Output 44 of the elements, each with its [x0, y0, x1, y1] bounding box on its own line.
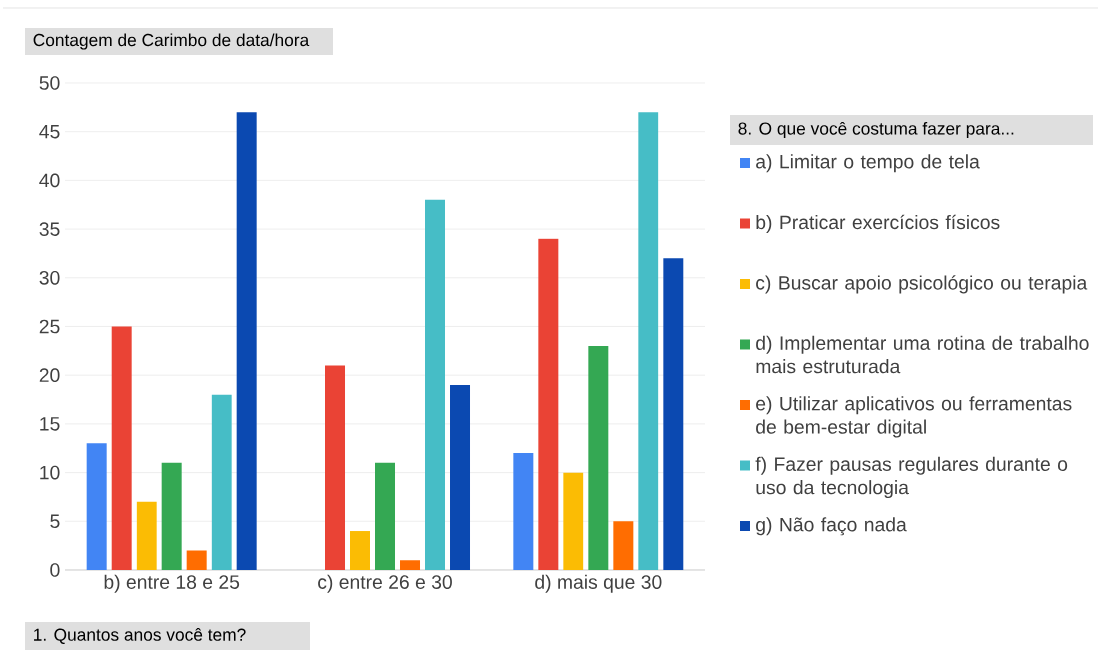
- bar: [425, 199, 446, 570]
- y-tick-label: 20: [39, 368, 60, 383]
- x-tick-label: d) mais que 30: [535, 574, 662, 593]
- y-tick-label: 30: [39, 270, 60, 285]
- bar: [638, 112, 659, 570]
- bar: [663, 258, 684, 570]
- y-tick-label: 25: [39, 319, 60, 334]
- bar: [211, 394, 232, 570]
- bar: [538, 238, 559, 570]
- y-tick-label: 10: [40, 465, 60, 480]
- legend-label: b) Praticar exercícios físicos: [756, 214, 1000, 234]
- y-tick-label: 5: [50, 514, 60, 529]
- legend-label: g) Não faço nada: [756, 517, 907, 536]
- y-tick-label: 0: [50, 563, 60, 577]
- legend-label: f) Fazer pausas regulares durante o uso da tecnologia: [755, 456, 1068, 499]
- legend-label: c) Buscar apoio psicológico ou terapia: [756, 275, 1088, 294]
- y-tick-label: 35: [39, 222, 60, 236]
- y-tick-label: 45: [39, 124, 60, 139]
- bar: [563, 472, 584, 570]
- bar: [236, 112, 257, 570]
- legend-label: d) Implementar uma rotina de trabalho mais estruturada: [756, 335, 1089, 374]
- bar: [613, 521, 634, 570]
- bar: [136, 501, 157, 570]
- legend-label: a) Limitar o tempo de tela: [756, 154, 980, 173]
- bar: [375, 462, 396, 570]
- x-axis-title: 1. Quantos anos você tem?: [34, 628, 246, 644]
- legend-label: e) Utilizar aplicativos ou ferramentas de bem-estar digital: [756, 396, 1072, 438]
- bar: [400, 560, 421, 570]
- bar: [588, 345, 609, 570]
- x-tick-label: b) entre 18 e 25: [104, 574, 240, 593]
- y-tick-label: 50: [39, 76, 60, 90]
- x-tick-label: c) entre 26 e 30: [318, 574, 452, 593]
- bar: [111, 326, 132, 570]
- bar: [325, 365, 346, 570]
- bar: [186, 550, 207, 570]
- bar: [161, 462, 182, 570]
- chart-title: Contagem de Carimbo de data/hora: [33, 33, 310, 50]
- bar: [350, 531, 371, 570]
- y-tick-label: 15: [40, 417, 60, 431]
- bar: [86, 443, 107, 570]
- y-tick-label: 40: [39, 173, 60, 188]
- bar: [513, 453, 534, 570]
- legend-title: 8. O que você costuma fazer para...: [738, 121, 1014, 139]
- bar: [450, 384, 471, 570]
